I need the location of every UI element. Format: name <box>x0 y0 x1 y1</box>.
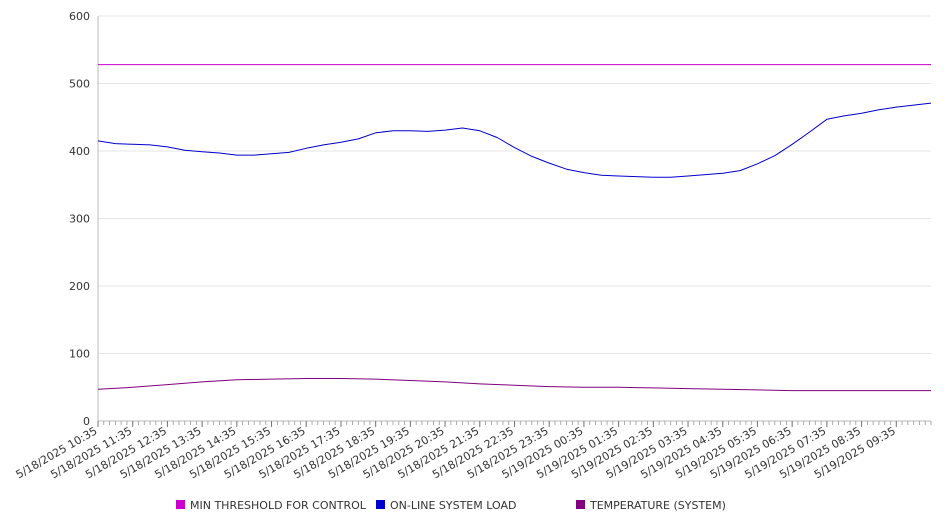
legend-label: TEMPERATURE (SYSTEM) <box>589 499 726 512</box>
legend-item: ON-LINE SYSTEM LOAD <box>376 499 516 512</box>
y-tick-label: 0 <box>83 415 90 428</box>
y-tick-label: 400 <box>69 145 90 158</box>
legend-swatch <box>576 500 585 509</box>
legend-swatch <box>376 500 385 509</box>
y-tick-label: 200 <box>69 280 90 293</box>
legend: MIN THRESHOLD FOR CONTROL ON-LINE SYSTEM … <box>176 499 726 512</box>
y-tick-label: 100 <box>69 348 90 361</box>
legend-item: MIN THRESHOLD FOR CONTROL <box>176 499 367 512</box>
legend-swatch <box>176 500 185 509</box>
y-tick-label: 500 <box>69 78 90 91</box>
y-tick-label: 600 <box>69 10 90 23</box>
legend-label: MIN THRESHOLD FOR CONTROL <box>190 499 367 512</box>
grid-layer <box>98 15 931 354</box>
legend-label: ON-LINE SYSTEM LOAD <box>390 499 516 512</box>
y-tick-label: 300 <box>69 213 90 226</box>
legend-item: TEMPERATURE (SYSTEM) <box>576 499 726 512</box>
series-line-on-line-system-load <box>97 102 932 178</box>
series-line-temperature-system <box>97 378 931 392</box>
series-layer <box>97 64 932 392</box>
